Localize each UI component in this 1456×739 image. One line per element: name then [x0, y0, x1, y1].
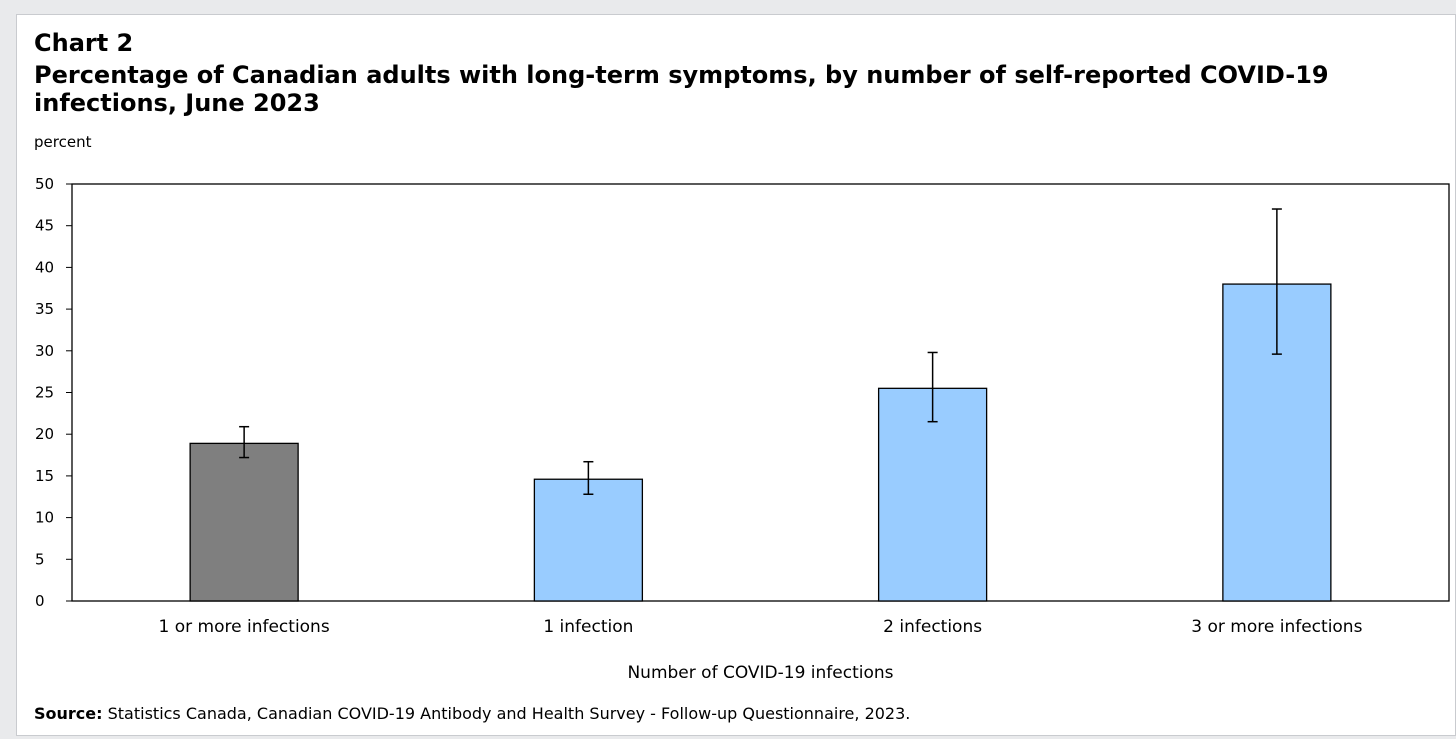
y-tick-label: 40	[35, 258, 54, 276]
y-tick-label: 5	[35, 550, 45, 568]
y-tick-label: 30	[35, 342, 54, 360]
source-label: Source:	[34, 704, 103, 723]
source-text: Statistics Canada, Canadian COVID-19 Ant…	[107, 704, 911, 723]
source-note: Source: Statistics Canada, Canadian COVI…	[34, 704, 910, 723]
y-tick-label: 45	[35, 217, 54, 235]
x-category-label-3: 2 infections	[883, 617, 982, 637]
chart-title: Percentage of Canadian adults with long-…	[34, 61, 1329, 117]
x-category-label-1: 1 or more infections	[159, 617, 330, 637]
bar-chart: 0 5 10 15 20 25 30 35 40 45 50 1 or more infections…	[35, 175, 1450, 683]
chart-label: Chart 2	[34, 29, 134, 57]
x-axis-title: Number of COVID-19 infections	[627, 663, 893, 683]
bar-2	[533, 478, 644, 602]
y-tick-label: 0	[35, 592, 45, 610]
chart-panel: Chart 2 Percentage of Canadian adults wi…	[16, 14, 1456, 736]
x-category-label-2: 1 infection	[543, 617, 633, 637]
y-tick-label: 25	[35, 384, 54, 402]
bar-3	[877, 387, 988, 602]
y-tick-label: 15	[35, 467, 54, 485]
y-tick-label: 20	[35, 425, 54, 443]
y-tick-label: 10	[35, 509, 54, 527]
y-tick-label: 35	[35, 300, 54, 318]
y-tick-label: 50	[35, 175, 54, 193]
y-axis-unit-label: percent	[34, 133, 92, 151]
x-category-label-4: 3 or more infections	[1191, 617, 1362, 637]
bar-1	[189, 442, 299, 602]
